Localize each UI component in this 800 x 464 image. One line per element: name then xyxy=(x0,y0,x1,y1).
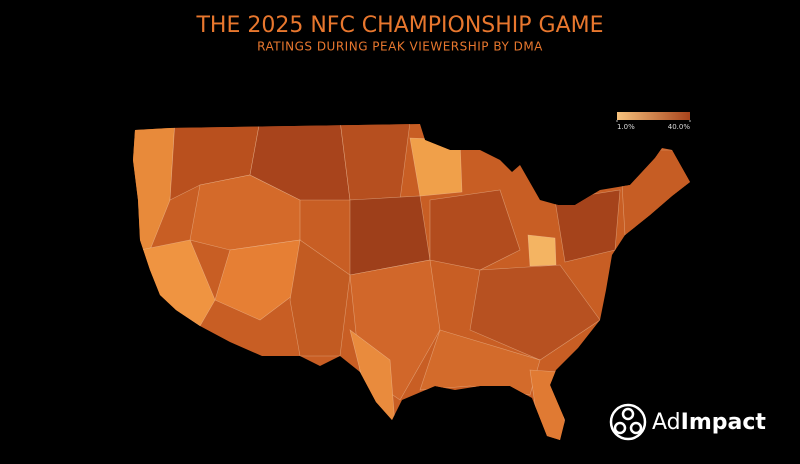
dma-region xyxy=(554,189,621,263)
legend-min-label: 1.0% xyxy=(617,123,635,131)
legend-max-label: 40.0% xyxy=(668,123,691,131)
dma-region xyxy=(214,239,301,321)
logo: AdImpact xyxy=(609,403,766,441)
logo-icon xyxy=(609,403,647,441)
dma-region xyxy=(249,124,351,201)
dma-regions xyxy=(133,124,690,440)
title: THE 2025 NFC CHAMPIONSHIP GAME xyxy=(195,13,603,38)
subtitle: RATINGS DURING PEAK VIEWERSHIP BY DMA xyxy=(257,40,543,54)
legend-colorbar xyxy=(617,112,690,120)
dma-region xyxy=(469,264,601,361)
dma-region xyxy=(289,239,351,357)
logo-prefix: AdImpact xyxy=(652,410,766,435)
dma-region xyxy=(133,124,176,251)
dma-region xyxy=(339,124,411,201)
dma-region xyxy=(527,234,557,267)
legend: 1.0% 40.0% xyxy=(616,112,691,131)
logo-name-text: Impact xyxy=(681,410,767,435)
dma-region xyxy=(429,189,521,271)
logo-prefix-text: Ad xyxy=(652,410,681,435)
